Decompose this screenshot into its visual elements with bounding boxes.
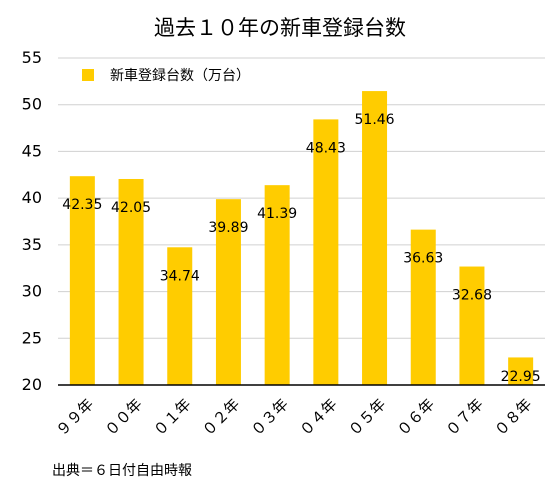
bar-7	[410, 229, 436, 385]
x-tick-label: ０４年	[296, 395, 341, 440]
data-label: 39.89	[208, 220, 248, 236]
legend-swatch	[82, 69, 94, 81]
data-label: 42.35	[62, 197, 102, 213]
bar-4	[264, 185, 290, 385]
y-tick-label: 25	[22, 328, 42, 347]
data-label: 36.63	[403, 251, 443, 267]
y-tick-label: 50	[22, 95, 42, 114]
x-tick-label: ９９年	[53, 395, 98, 440]
bar-8	[459, 266, 485, 385]
x-tick-label: ０１年	[150, 395, 195, 440]
x-tick-label: ０５年	[345, 395, 390, 440]
data-label: 32.68	[452, 288, 492, 304]
x-tick-label: ０３年	[247, 395, 292, 440]
x-tick-label: ０６年	[394, 395, 439, 440]
y-tick-label: 45	[22, 141, 42, 160]
bar-3	[215, 199, 241, 385]
bar-6	[362, 91, 388, 385]
data-label: 48.43	[306, 140, 346, 156]
y-tick-label: 20	[22, 375, 42, 394]
x-tick-label: ０２年	[199, 395, 244, 440]
bar-1	[118, 178, 144, 385]
x-tick-label: ０８年	[491, 395, 536, 440]
bar-5	[313, 119, 339, 385]
data-label: 34.74	[160, 268, 200, 284]
data-label: 51.46	[355, 112, 395, 128]
y-tick-label: 40	[22, 188, 42, 207]
y-tick-label: 55	[22, 48, 42, 67]
y-tick-label: 30	[22, 282, 42, 301]
chart-title: 過去１０年の新車登録台数	[154, 16, 406, 40]
source-note: 出典＝６日付自由時報	[52, 463, 192, 479]
x-tick-label: ００年	[101, 395, 146, 440]
data-label: 42.05	[111, 200, 151, 216]
legend-label: 新車登録台数（万台）	[110, 67, 250, 84]
y-tick-label: 35	[22, 235, 42, 254]
data-label: 22.95	[501, 369, 541, 385]
bar-2	[167, 247, 193, 385]
x-tick-label: ０７年	[442, 395, 487, 440]
bar-0	[69, 176, 95, 385]
data-label: 41.39	[257, 206, 297, 222]
bar-9	[508, 357, 534, 385]
